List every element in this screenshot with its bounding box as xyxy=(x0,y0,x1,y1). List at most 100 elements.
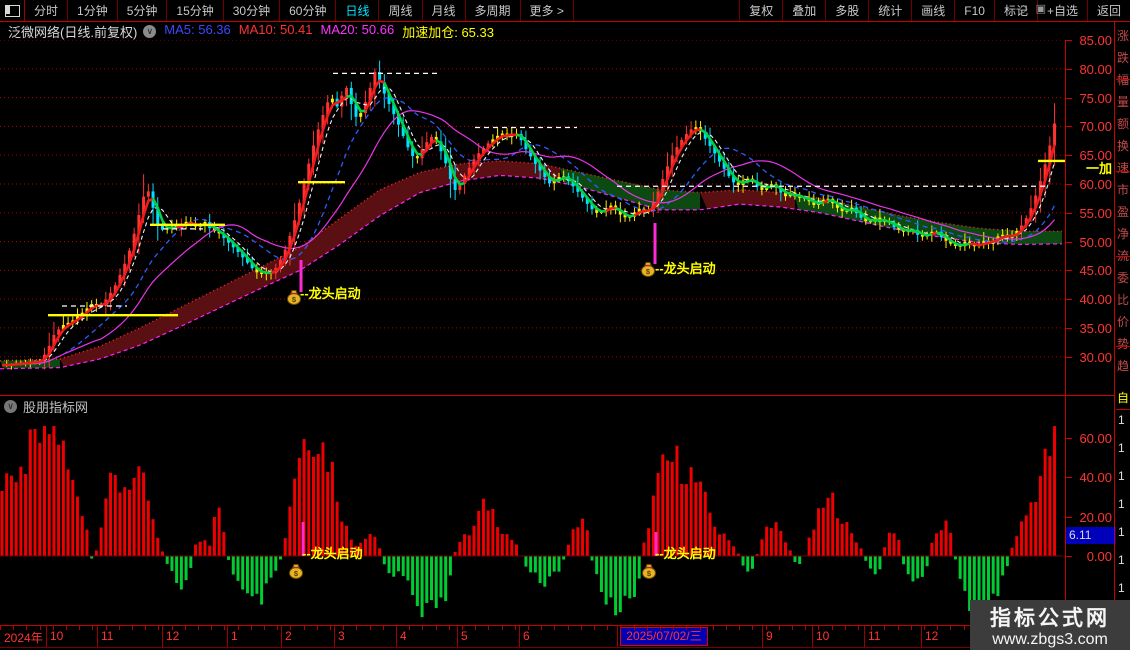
price-axis-label: 80.00 xyxy=(1079,61,1112,77)
time-tick xyxy=(66,626,67,630)
chevron-down-icon[interactable]: ∨ xyxy=(143,24,157,38)
toolbar-button-8[interactable]: 返回 xyxy=(1086,0,1130,21)
clipped-panel-char: 量 xyxy=(1117,95,1130,109)
accel-signal-label: 一加 xyxy=(1086,161,1113,176)
layout-icon-button[interactable] xyxy=(0,0,25,21)
month-label: 1 xyxy=(231,629,238,643)
time-tick xyxy=(818,626,820,630)
strip-number: 1 xyxy=(1118,469,1125,483)
toolbar-button-2[interactable]: 多股 xyxy=(825,0,868,21)
time-tick xyxy=(211,626,213,630)
strip-border-line xyxy=(1114,21,1115,625)
price-axis-label: 65.00 xyxy=(1079,148,1112,164)
time-tick xyxy=(594,626,595,630)
time-tick xyxy=(264,626,265,630)
time-tick xyxy=(805,626,807,630)
month-label: 2 xyxy=(285,629,292,643)
time-tick xyxy=(330,626,331,630)
indicator-histogram-chart[interactable]: --龙头启动$--龙头启动$ xyxy=(0,418,1065,625)
toolbar-button-5[interactable]: F10 xyxy=(954,0,994,21)
main-signals: 右侧突破--龙头启动$--龙头启动$ xyxy=(63,223,716,396)
axis-tick xyxy=(1065,68,1072,70)
instrument-title: 泛微网络(日线.前复权) xyxy=(8,24,138,40)
title-right-icons: ◇ ▣ xyxy=(1019,2,1046,15)
time-tick xyxy=(277,626,279,630)
axis-tick xyxy=(1065,356,1072,358)
time-tick xyxy=(237,626,239,630)
time-tick xyxy=(910,626,912,630)
toolbar-button-0[interactable]: 复权 xyxy=(739,0,782,21)
ma-value-2: MA20: 50.66 xyxy=(320,21,395,37)
axis-tick xyxy=(1065,183,1072,185)
month-label: 12 xyxy=(166,629,180,643)
time-tick xyxy=(316,626,318,630)
price-axis-label: 85.00 xyxy=(1079,33,1112,48)
time-tick xyxy=(778,626,780,630)
time-tick xyxy=(224,626,226,630)
month-label: 2024年 xyxy=(4,631,43,645)
indicator-axis-label: 40.00 xyxy=(1079,470,1112,486)
toolbar-button-1[interactable]: 叠加 xyxy=(782,0,825,21)
toolbar-button-6[interactable]: 标记 xyxy=(993,0,1037,21)
crosshair-date-box: 2025/07/02/三 xyxy=(620,627,708,646)
period-tab-8[interactable]: 月线 xyxy=(423,0,466,21)
toolbar-button-3[interactable]: 统计 xyxy=(868,0,911,21)
period-tab-5[interactable]: 60分钟 xyxy=(280,0,337,21)
period-tabs: 分时 1分钟 5分钟 15分钟 30分钟 60分钟 日线 周线 月线 多周期 更多 > xyxy=(25,0,574,21)
clipped-panel-char: 幅 xyxy=(1117,73,1130,87)
main-price-chart[interactable]: 右侧突破--龙头启动$--龙头启动$ xyxy=(0,40,1065,396)
axis-tick xyxy=(1065,241,1072,243)
period-tab-2[interactable]: 5分钟 xyxy=(118,0,168,21)
time-tick xyxy=(26,626,28,630)
month-label: 5 xyxy=(461,629,468,643)
period-tab-10[interactable]: 更多 > xyxy=(521,0,574,21)
month-label: 11 xyxy=(101,629,114,643)
diamond-icon[interactable]: ◇ xyxy=(1019,3,1028,15)
period-tab-6[interactable]: 日线 xyxy=(336,0,380,21)
clipped-panel-char: 额 xyxy=(1117,117,1130,131)
time-tick xyxy=(792,626,793,630)
money-bag-icon: $ xyxy=(642,564,656,579)
price-gridlines xyxy=(0,40,1063,358)
toolbar-button-4[interactable]: 画线 xyxy=(911,0,954,21)
period-tab-7[interactable]: 周线 xyxy=(379,0,423,21)
sub-signals: --龙头启动$--龙头启动$ xyxy=(289,522,716,579)
svg-text:--龙头启动: --龙头启动 xyxy=(300,286,361,301)
time-tick xyxy=(726,626,727,630)
time-tick xyxy=(184,626,186,630)
time-tick xyxy=(462,626,463,630)
month-label: 9 xyxy=(766,629,773,643)
month-separator xyxy=(46,626,47,647)
time-tick xyxy=(488,626,490,630)
toolbar-button-7[interactable]: +自选 xyxy=(1036,0,1087,21)
axis-tick xyxy=(1065,270,1072,272)
strip-divider xyxy=(1116,409,1130,410)
month-separator xyxy=(396,626,397,647)
strip-number: 1 xyxy=(1118,581,1125,595)
clipped-panel-char: 涨 xyxy=(1117,29,1130,43)
strip-number: 1 xyxy=(1118,497,1125,511)
time-tick xyxy=(752,626,754,630)
clipped-panel-char: 委 xyxy=(1117,271,1130,285)
svg-text:$: $ xyxy=(646,267,651,276)
strip-divider xyxy=(1116,346,1130,347)
panel-icon[interactable]: ▣ xyxy=(1035,3,1046,15)
indicator-name: 股朋指标网 xyxy=(23,400,89,415)
price-axis-label: 45.00 xyxy=(1079,263,1112,279)
histogram-bars xyxy=(0,425,1057,618)
axis-tick xyxy=(1065,556,1072,557)
period-tab-1[interactable]: 1分钟 xyxy=(68,0,118,21)
month-separator xyxy=(812,626,813,647)
period-tab-4[interactable]: 30分钟 xyxy=(224,0,281,21)
month-label: 11 xyxy=(868,629,881,643)
chevron-down-icon[interactable]: ∨ xyxy=(4,400,17,413)
strip-divider xyxy=(1116,171,1130,172)
strip-divider xyxy=(1116,79,1130,80)
period-tab-9[interactable]: 多周期 xyxy=(466,0,521,21)
time-tick xyxy=(924,626,925,630)
ma-value-0: MA5: 56.36 xyxy=(164,21,231,37)
time-tick xyxy=(250,626,252,630)
period-tab-0[interactable]: 分时 xyxy=(25,0,69,21)
period-tab-3[interactable]: 15分钟 xyxy=(167,0,224,21)
